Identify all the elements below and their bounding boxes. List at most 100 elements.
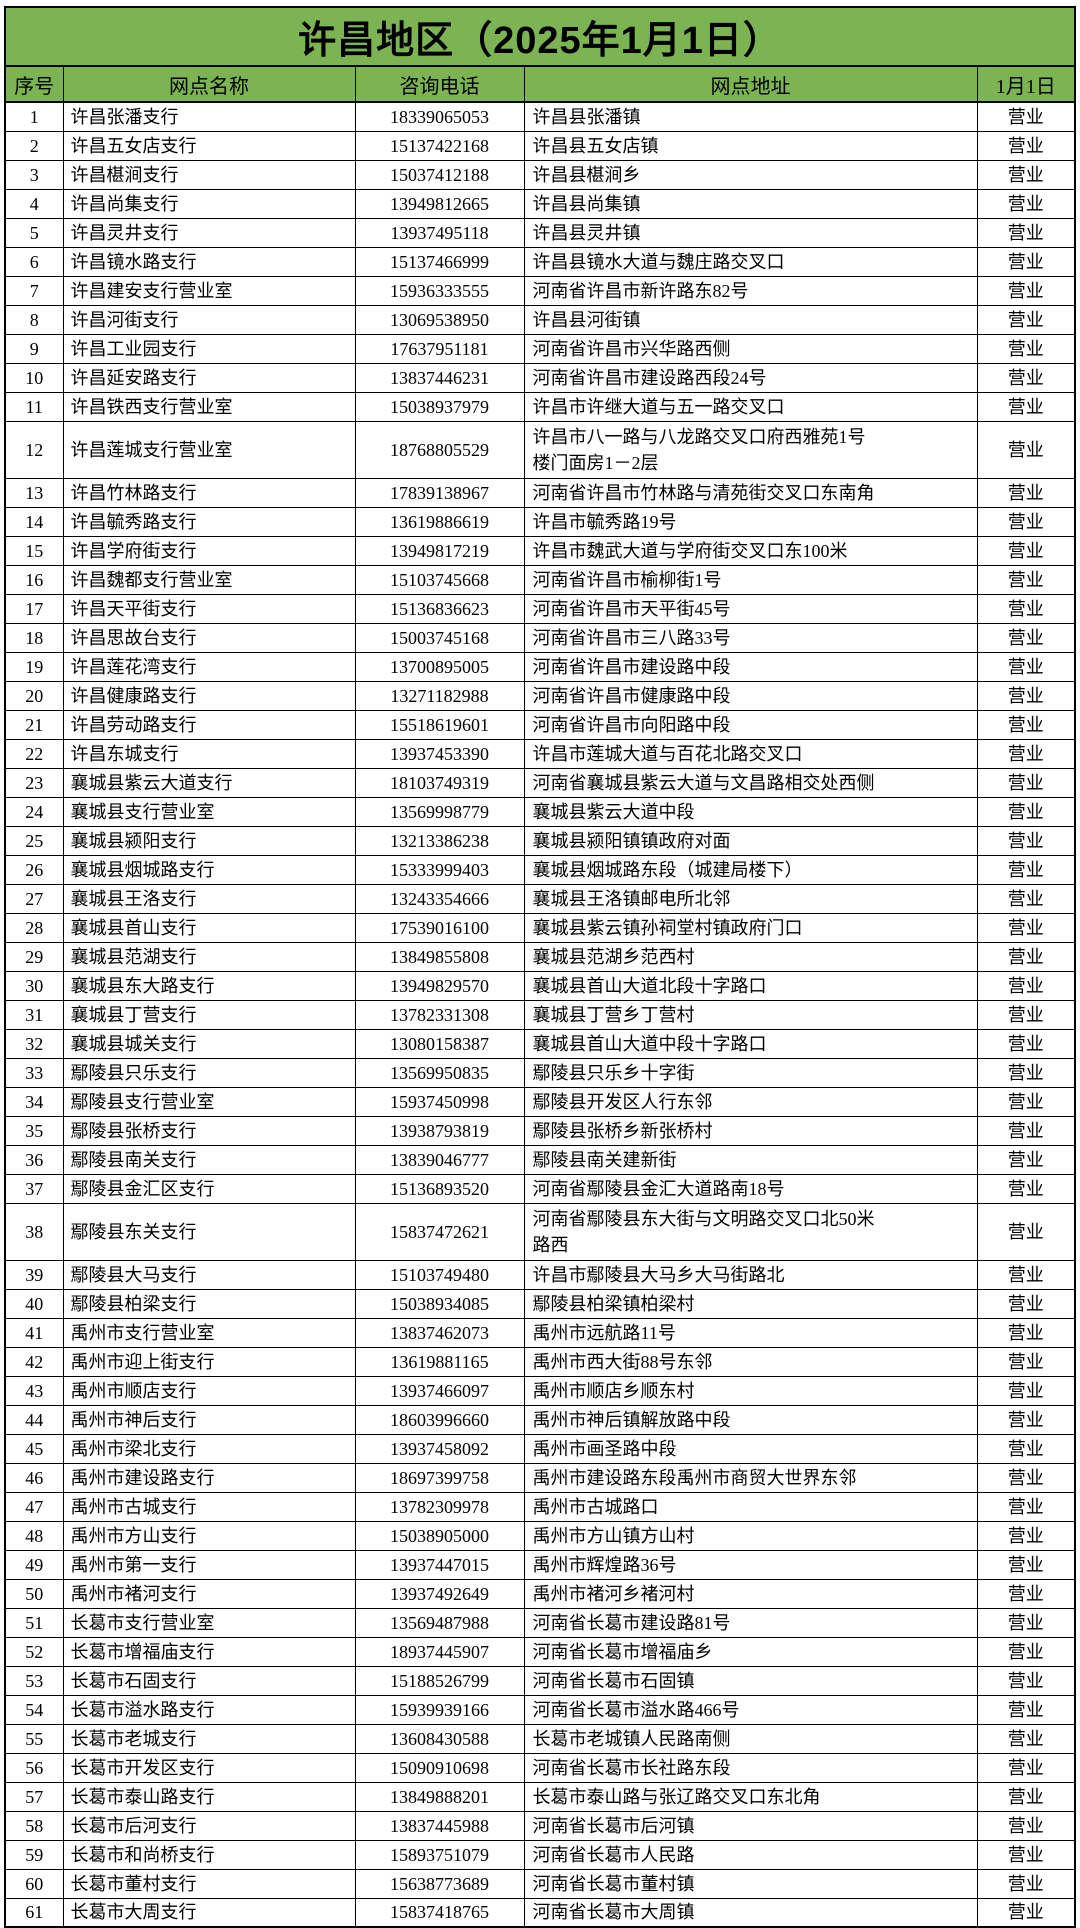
status-cell: 营业 bbox=[976, 1781, 1076, 1812]
phone-number-cell: 13949829570 bbox=[354, 970, 525, 1001]
table-row: 18 许昌思故台支行 15003745168 河南省许昌市三八路33号 营业 bbox=[4, 622, 1076, 653]
row-number-cell: 56 bbox=[4, 1752, 64, 1783]
table-row: 33 鄢陵县只乐支行 13569950835 鄢陵县只乐乡十字街 营业 bbox=[4, 1057, 1076, 1088]
table-row: 26 襄城县烟城路支行 15333999403 襄城县烟城路东段（城建局楼下） 营业 bbox=[4, 854, 1076, 885]
branch-address-cell: 禹州市远航路11号 bbox=[523, 1317, 978, 1348]
status-cell: 营业 bbox=[976, 1491, 1076, 1522]
phone-number-cell: 13080158387 bbox=[354, 1028, 525, 1059]
table-row: 29 襄城县范湖支行 13849855808 襄城县范湖乡范西村 营业 bbox=[4, 941, 1076, 972]
row-number-cell: 37 bbox=[4, 1173, 64, 1204]
branch-address-cell: 河南省长葛市溢水路466号 bbox=[523, 1694, 978, 1725]
row-number-cell: 1 bbox=[4, 101, 64, 132]
phone-number-cell: 13938793819 bbox=[354, 1115, 525, 1146]
table-row: 15 许昌学府街支行 13949817219 许昌市魏武大道与学府街交叉口东100米营… bbox=[4, 535, 1076, 566]
table-row: 10 许昌延安路支行 13837446231 河南省许昌市建设路西段24号 营业 bbox=[4, 362, 1076, 393]
branch-address-cell: 襄城县紫云镇孙祠堂村镇政府门口 bbox=[523, 912, 978, 943]
status-cell: 营业 bbox=[976, 1144, 1076, 1175]
column-header-name: 网点名称 bbox=[62, 65, 356, 103]
status-cell: 营业 bbox=[976, 912, 1076, 943]
branch-name-cell: 长葛市支行营业室 bbox=[62, 1607, 356, 1638]
status-cell: 营业 bbox=[976, 1404, 1076, 1435]
branch-address-cell: 禹州市神后镇解放路中段 bbox=[523, 1404, 978, 1435]
phone-number-cell: 13569487988 bbox=[354, 1607, 525, 1638]
branch-address-cell: 禹州市古城路口 bbox=[523, 1491, 978, 1522]
table-row: 53 长葛市石固支行 15188526799 河南省长葛市石固镇 营业 bbox=[4, 1665, 1076, 1696]
phone-number-cell: 13949817219 bbox=[354, 535, 525, 566]
status-cell: 营业 bbox=[976, 1520, 1076, 1551]
phone-number-cell: 13782331308 bbox=[354, 999, 525, 1030]
branch-name-cell: 鄢陵县大马支行 bbox=[62, 1259, 356, 1290]
branch-name-cell: 禹州市第一支行 bbox=[62, 1549, 356, 1580]
row-number-cell: 4 bbox=[4, 188, 64, 219]
branch-address-cell: 河南省许昌市天平街45号 bbox=[523, 593, 978, 624]
branch-address-cell: 河南省许昌市向阳路中段 bbox=[523, 709, 978, 740]
table-row: 19 许昌莲花湾支行 13700895005 河南省许昌市建设路中段 营业 bbox=[4, 651, 1076, 682]
table-row: 36 鄢陵县南关支行 13839046777 鄢陵县南关建新街 营业 bbox=[4, 1144, 1076, 1175]
branch-name-cell: 禹州市方山支行 bbox=[62, 1520, 356, 1551]
branch-address-cell: 长葛市老城镇人民路南侧 bbox=[523, 1723, 978, 1754]
table-row: 31 襄城县丁营支行 13782331308 襄城县丁营乡丁营村 营业 bbox=[4, 999, 1076, 1030]
branch-address-cell: 河南省许昌市建设路中段 bbox=[523, 651, 978, 682]
table-row: 51 长葛市支行营业室 13569487988 河南省长葛市建设路81号 营业 bbox=[4, 1607, 1076, 1638]
status-cell: 营业 bbox=[976, 130, 1076, 161]
table-body: 1 许昌张潘支行 18339065053 许昌县张潘镇 营业 2 许昌五女店支行 151374… bbox=[4, 101, 1076, 1928]
status-cell: 营业 bbox=[976, 362, 1076, 393]
branch-address-cell: 河南省许昌市兴华路西侧 bbox=[523, 333, 978, 364]
row-number-cell: 46 bbox=[4, 1462, 64, 1493]
row-number-cell: 20 bbox=[4, 680, 64, 711]
branch-name-cell: 许昌劳动路支行 bbox=[62, 709, 356, 740]
row-number-cell: 48 bbox=[4, 1520, 64, 1551]
phone-number-cell: 15037412188 bbox=[354, 159, 525, 190]
row-number-cell: 10 bbox=[4, 362, 64, 393]
branch-name-cell: 许昌思故台支行 bbox=[62, 622, 356, 653]
row-number-cell: 28 bbox=[4, 912, 64, 943]
table-row: 24 襄城县支行营业室 13569998779 襄城县紫云大道中段 营业 bbox=[4, 796, 1076, 827]
row-number-cell: 51 bbox=[4, 1607, 64, 1638]
table-row: 12 许昌莲城支行营业室 18768805529 许昌市八一路与八龙路交叉口府西雅苑1… bbox=[4, 420, 1076, 479]
table-row: 61 长葛市大周支行 15837418765 河南省长葛市大周镇 营业 bbox=[4, 1897, 1076, 1928]
phone-number-cell: 15103745668 bbox=[354, 564, 525, 595]
branch-address-cell: 禹州市方山镇方山村 bbox=[523, 1520, 978, 1551]
branch-address-cell: 襄城县首山大道北段十字路口 bbox=[523, 970, 978, 1001]
status-cell: 营业 bbox=[976, 941, 1076, 972]
branch-name-cell: 长葛市和尚桥支行 bbox=[62, 1839, 356, 1870]
row-number-cell: 13 bbox=[4, 477, 64, 508]
status-cell: 营业 bbox=[976, 477, 1076, 508]
row-number-cell: 11 bbox=[4, 391, 64, 422]
branch-address-cell: 河南省长葛市石固镇 bbox=[523, 1665, 978, 1696]
branch-address-cell: 河南省许昌市新许路东82号 bbox=[523, 275, 978, 306]
table-row: 14 许昌毓秀路支行 13619886619 许昌市毓秀路19号 营业 bbox=[4, 506, 1076, 537]
row-number-cell: 59 bbox=[4, 1839, 64, 1870]
table-row: 21 许昌劳动路支行 15518619601 河南省许昌市向阳路中段 营业 bbox=[4, 709, 1076, 740]
table-row: 60 长葛市董村支行 15638773689 河南省长葛市董村镇 营业 bbox=[4, 1868, 1076, 1899]
status-cell: 营业 bbox=[976, 1288, 1076, 1319]
branch-name-cell: 襄城县范湖支行 bbox=[62, 941, 356, 972]
table-row: 23 襄城县紫云大道支行 18103749319 河南省襄城县紫云大道与文昌路相交处西… bbox=[4, 767, 1076, 798]
branch-name-cell: 长葛市泰山路支行 bbox=[62, 1781, 356, 1812]
status-cell: 营业 bbox=[976, 970, 1076, 1001]
row-number-cell: 2 bbox=[4, 130, 64, 161]
branch-name-cell: 许昌毓秀路支行 bbox=[62, 506, 356, 537]
table-row: 5 许昌灵井支行 13937495118 许昌县灵井镇 营业 bbox=[4, 217, 1076, 248]
table-row: 7 许昌建安支行营业室 15936333555 河南省许昌市新许路东82号 营业 bbox=[4, 275, 1076, 306]
row-number-cell: 58 bbox=[4, 1810, 64, 1841]
branch-name-cell: 许昌河街支行 bbox=[62, 304, 356, 335]
branch-name-cell: 许昌铁西支行营业室 bbox=[62, 391, 356, 422]
row-number-cell: 18 bbox=[4, 622, 64, 653]
row-number-cell: 32 bbox=[4, 1028, 64, 1059]
row-number-cell: 43 bbox=[4, 1375, 64, 1406]
status-cell: 营业 bbox=[976, 709, 1076, 740]
branch-address-cell: 许昌县椹涧乡 bbox=[523, 159, 978, 190]
phone-number-cell: 13839046777 bbox=[354, 1144, 525, 1175]
branch-address-cell: 河南省长葛市后河镇 bbox=[523, 1810, 978, 1841]
status-cell: 营业 bbox=[976, 854, 1076, 885]
table-row: 25 襄城县颍阳支行 13213386238 襄城县颍阳镇镇政府对面 营业 bbox=[4, 825, 1076, 856]
row-number-cell: 16 bbox=[4, 564, 64, 595]
row-number-cell: 53 bbox=[4, 1665, 64, 1696]
table-row: 27 襄城县王洛支行 13243354666 襄城县王洛镇邮电所北邻 营业 bbox=[4, 883, 1076, 914]
status-cell: 营业 bbox=[976, 825, 1076, 856]
status-cell: 营业 bbox=[976, 1897, 1076, 1928]
branch-address-cell: 河南省长葛市长社路东段 bbox=[523, 1752, 978, 1783]
status-cell: 营业 bbox=[976, 999, 1076, 1030]
branch-name-cell: 襄城县颍阳支行 bbox=[62, 825, 356, 856]
